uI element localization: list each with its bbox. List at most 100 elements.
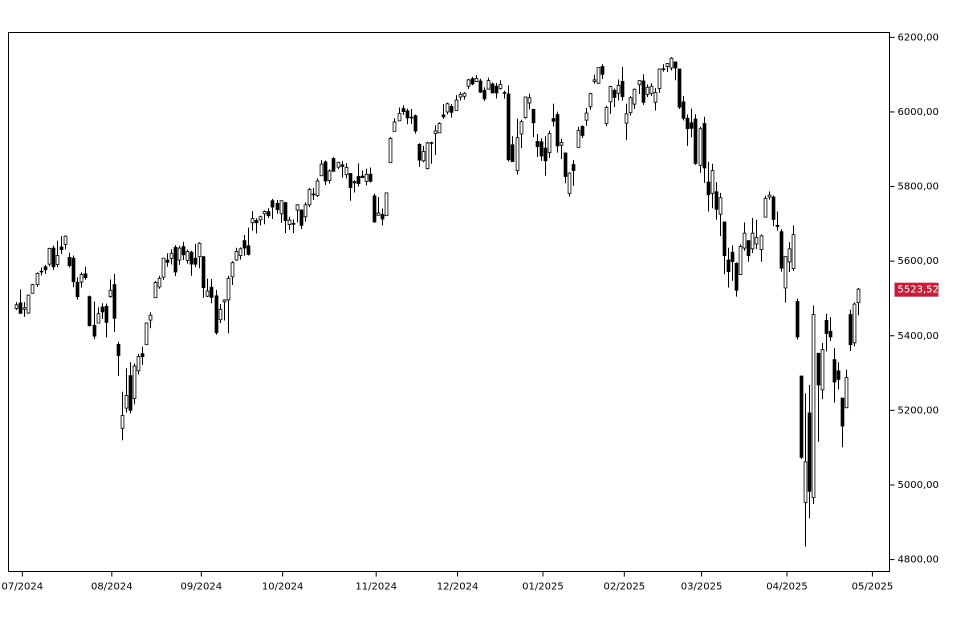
candle-body — [283, 202, 288, 221]
candle-body — [567, 172, 572, 194]
candle-body — [303, 204, 308, 218]
candle-body — [462, 92, 467, 97]
candle-body — [344, 167, 349, 176]
candle-body — [820, 349, 825, 391]
candle-body — [844, 377, 849, 409]
candle-body — [421, 151, 426, 162]
candle-body — [258, 216, 263, 221]
candle-body — [551, 118, 556, 122]
candle-body — [486, 80, 491, 90]
candle-body — [222, 299, 227, 303]
candle-body — [262, 211, 267, 215]
candle-body — [730, 251, 735, 262]
candle-body — [571, 164, 576, 171]
candle-body — [714, 191, 719, 210]
candle-body — [441, 114, 446, 118]
candle-body — [246, 245, 251, 255]
candle-body — [67, 257, 72, 267]
candle-body — [685, 117, 690, 130]
candle-body — [637, 80, 642, 86]
y-tick-label: 6000,00 — [898, 107, 939, 118]
candle-body — [506, 93, 511, 161]
candle-body — [397, 113, 402, 122]
candle-body — [754, 237, 759, 245]
candle-body — [836, 370, 841, 380]
candle-body — [592, 79, 597, 82]
candle-body — [799, 375, 804, 458]
candle-body — [128, 375, 133, 411]
candle-body — [649, 85, 654, 94]
candle-body — [539, 141, 544, 157]
y-tick-label: 5000,00 — [898, 480, 939, 491]
candle-body — [218, 308, 223, 321]
candle-body — [498, 83, 503, 89]
candle-body — [372, 195, 377, 223]
plot-frame — [8, 32, 890, 572]
candle-body — [535, 141, 540, 148]
last-price-label: 5523,52 — [898, 285, 939, 296]
candle-body — [787, 248, 792, 263]
candle-body — [681, 101, 686, 119]
candle-body — [30, 284, 35, 294]
candle-body — [482, 89, 487, 100]
candle-body — [356, 176, 361, 184]
candle-body — [401, 108, 406, 112]
candle-body — [425, 142, 430, 170]
candle-body — [824, 320, 829, 334]
candle-body — [449, 105, 454, 113]
candle-body — [295, 204, 300, 211]
candle-body — [437, 123, 442, 134]
candle-body — [718, 197, 723, 215]
candle-body — [783, 256, 788, 289]
candle-body — [348, 173, 353, 189]
candle-body — [197, 242, 202, 258]
candle-body — [352, 181, 357, 184]
candle-body — [79, 274, 84, 283]
candle-body — [14, 304, 19, 309]
candle-body — [112, 284, 117, 319]
x-tick-label: 05/2025 — [852, 582, 894, 593]
candle-body — [214, 295, 219, 334]
y-tick-label: 6200,00 — [898, 32, 939, 43]
candle-body — [759, 235, 764, 250]
candle-body — [641, 80, 646, 103]
candle-body — [392, 121, 397, 132]
candle-body — [22, 307, 27, 310]
candle-body — [722, 221, 727, 256]
candle-body — [177, 247, 182, 261]
candle-body — [51, 247, 56, 268]
candle-body — [340, 164, 345, 167]
x-tick-label: 02/2025 — [604, 582, 646, 593]
candle-body — [124, 395, 129, 409]
x-tick-label: 12/2024 — [437, 582, 479, 593]
candle-body — [779, 231, 784, 269]
candle-body — [478, 80, 483, 93]
candle-body — [307, 189, 312, 206]
candle-body — [413, 115, 418, 132]
candle-body — [620, 80, 625, 98]
candle-body — [169, 252, 174, 259]
candle-body — [120, 415, 125, 429]
candle-body — [287, 219, 292, 226]
candle-body — [136, 356, 141, 372]
candle-body — [698, 128, 703, 166]
candle-body — [771, 196, 776, 220]
candle-body — [702, 123, 707, 169]
y-tick-label: 5800,00 — [898, 182, 939, 193]
candle-body — [616, 85, 621, 94]
candle-body — [153, 282, 158, 299]
candle-body — [380, 214, 385, 220]
candle-body — [364, 173, 369, 182]
y-tick-label: 5600,00 — [898, 256, 939, 267]
x-tick-label: 04/2025 — [766, 582, 808, 593]
candle-body — [510, 144, 515, 162]
candle-body — [234, 251, 239, 261]
candle-body — [279, 200, 284, 215]
candle-body — [429, 142, 434, 144]
candle-body — [238, 248, 243, 256]
candle-body — [832, 359, 837, 383]
candle-body — [144, 322, 149, 346]
candle-body — [474, 77, 479, 82]
candle-body — [807, 412, 812, 492]
